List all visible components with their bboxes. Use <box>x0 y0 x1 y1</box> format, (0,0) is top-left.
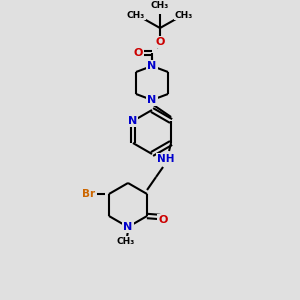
Text: N: N <box>123 222 133 232</box>
Text: Br: Br <box>82 189 95 199</box>
Text: CH₃: CH₃ <box>127 11 145 20</box>
Text: N: N <box>147 95 157 105</box>
Text: N: N <box>147 61 157 71</box>
Text: CH₃: CH₃ <box>175 11 193 20</box>
Text: CH₃: CH₃ <box>151 2 169 10</box>
Text: CH₃: CH₃ <box>117 236 135 245</box>
Text: N: N <box>128 116 138 126</box>
Text: O: O <box>158 215 168 225</box>
Text: NH: NH <box>157 154 175 164</box>
Text: O: O <box>133 48 143 58</box>
Text: O: O <box>155 37 165 47</box>
